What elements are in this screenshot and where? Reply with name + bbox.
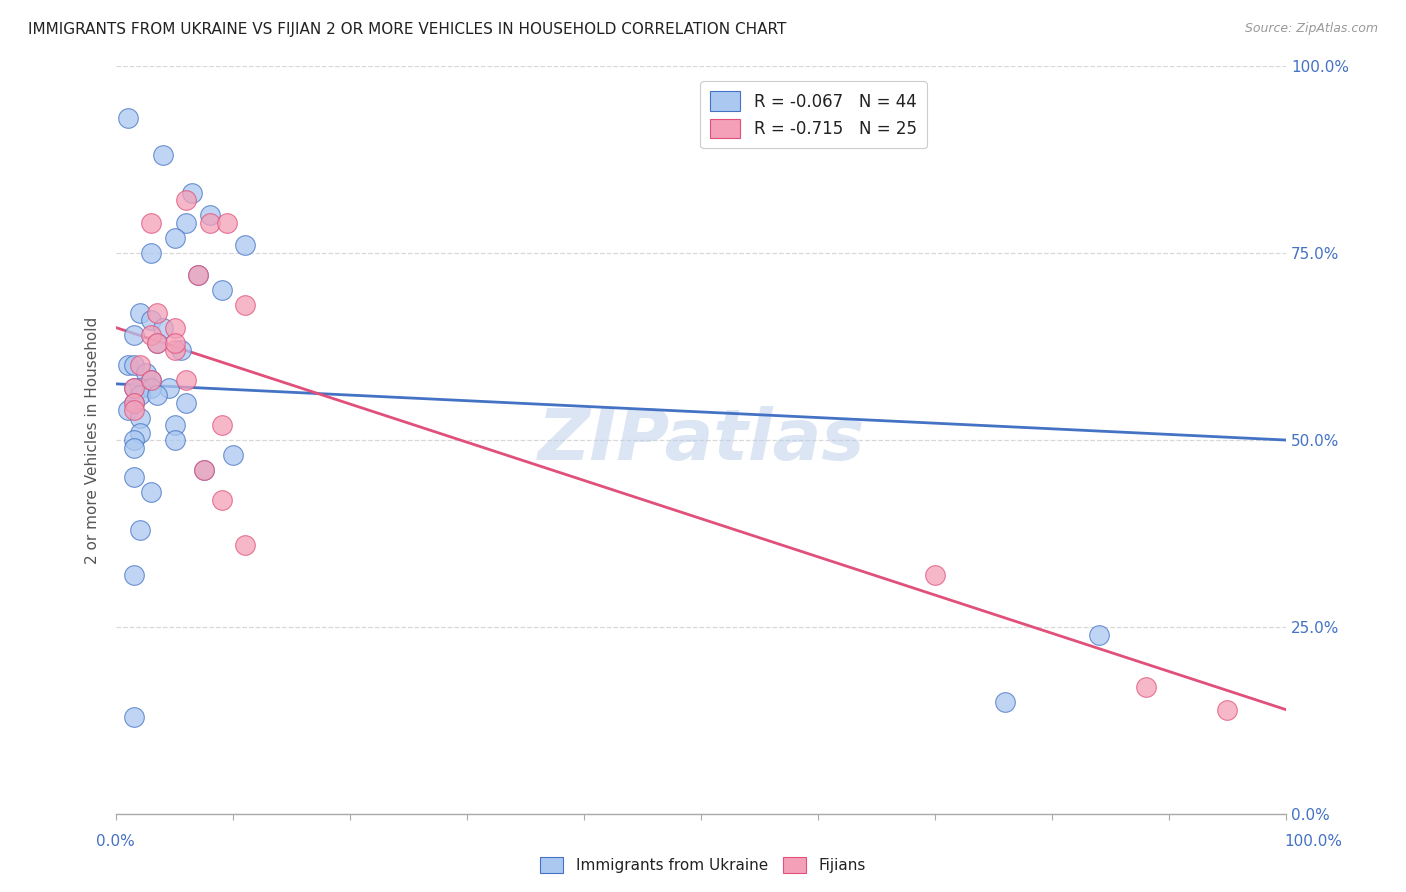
Point <box>181 186 204 200</box>
Legend: R = -0.067   N = 44, R = -0.715   N = 25: R = -0.067 N = 44, R = -0.715 N = 25 <box>700 81 927 148</box>
Point <box>122 403 145 417</box>
Point <box>122 567 145 582</box>
Point <box>122 470 145 484</box>
Point <box>122 328 145 343</box>
Point <box>128 425 150 440</box>
Point <box>141 373 163 387</box>
Point <box>211 283 233 297</box>
Text: Source: ZipAtlas.com: Source: ZipAtlas.com <box>1244 22 1378 36</box>
Point <box>128 381 150 395</box>
Point <box>163 418 186 433</box>
Point <box>146 335 169 350</box>
Point <box>1135 680 1157 694</box>
Point <box>117 403 139 417</box>
Point <box>134 366 156 380</box>
Point <box>176 216 198 230</box>
Point <box>122 358 145 372</box>
Point <box>141 373 163 387</box>
Point <box>176 373 198 387</box>
Point <box>122 395 145 409</box>
Text: ZIPatlas: ZIPatlas <box>537 406 865 475</box>
Point <box>187 268 209 283</box>
Point <box>141 313 163 327</box>
Point <box>122 433 145 447</box>
Point <box>222 448 245 462</box>
Point <box>233 298 256 312</box>
Point <box>128 523 150 537</box>
Point <box>994 695 1017 709</box>
Point <box>211 492 233 507</box>
Point <box>122 395 145 409</box>
Point <box>1216 703 1239 717</box>
Point <box>198 208 221 222</box>
Point <box>217 216 239 230</box>
Point <box>198 216 221 230</box>
Point <box>187 268 209 283</box>
Text: 100.0%: 100.0% <box>1285 834 1343 849</box>
Point <box>122 710 145 724</box>
Point <box>146 388 169 402</box>
Point <box>128 410 150 425</box>
Text: 0.0%: 0.0% <box>96 834 135 849</box>
Point <box>141 245 163 260</box>
Point <box>122 441 145 455</box>
Point <box>163 320 186 334</box>
Y-axis label: 2 or more Vehicles in Household: 2 or more Vehicles in Household <box>86 317 100 564</box>
Point <box>117 358 139 372</box>
Point <box>193 463 215 477</box>
Point <box>211 418 233 433</box>
Point <box>176 395 198 409</box>
Point <box>146 335 169 350</box>
Point <box>128 358 150 372</box>
Legend: Immigrants from Ukraine, Fijians: Immigrants from Ukraine, Fijians <box>534 851 872 880</box>
Point <box>163 343 186 358</box>
Point <box>233 238 256 252</box>
Point <box>157 381 180 395</box>
Point <box>122 381 145 395</box>
Point <box>176 194 198 208</box>
Point <box>1088 628 1111 642</box>
Point <box>169 343 191 358</box>
Point <box>233 538 256 552</box>
Point <box>163 231 186 245</box>
Point <box>163 335 186 350</box>
Point <box>141 216 163 230</box>
Point <box>141 328 163 343</box>
Point <box>128 388 150 402</box>
Point <box>141 381 163 395</box>
Point <box>122 381 145 395</box>
Point <box>163 433 186 447</box>
Point <box>924 567 946 582</box>
Point <box>146 306 169 320</box>
Point <box>141 485 163 500</box>
Point <box>117 111 139 125</box>
Point <box>152 320 174 334</box>
Point <box>193 463 215 477</box>
Point <box>128 306 150 320</box>
Text: IMMIGRANTS FROM UKRAINE VS FIJIAN 2 OR MORE VEHICLES IN HOUSEHOLD CORRELATION CH: IMMIGRANTS FROM UKRAINE VS FIJIAN 2 OR M… <box>28 22 786 37</box>
Point <box>152 148 174 162</box>
